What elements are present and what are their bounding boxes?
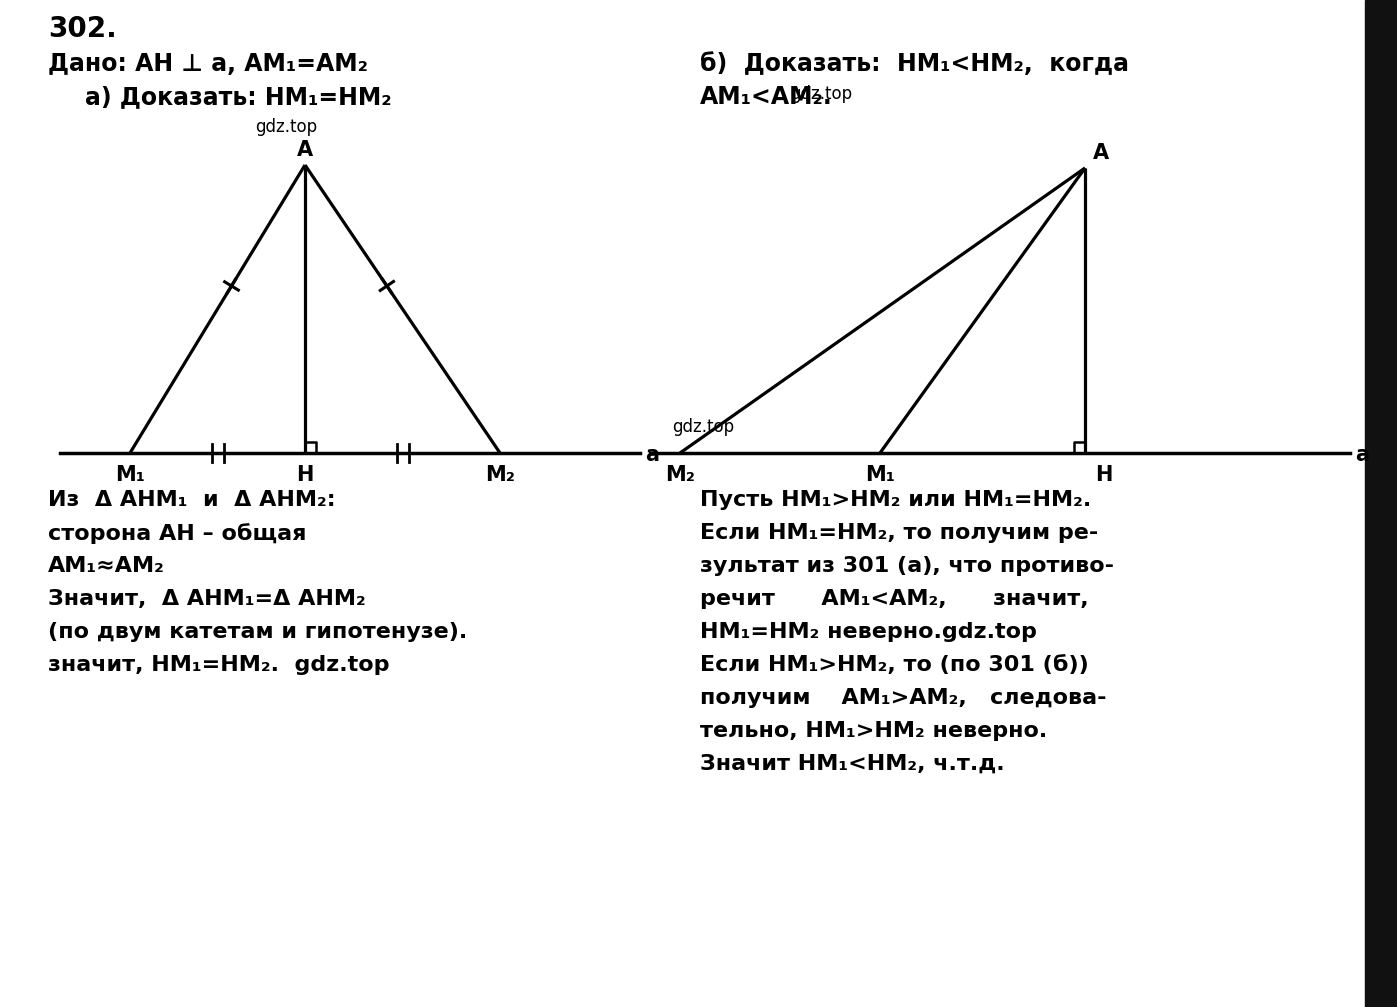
Text: тельно, НМ₁>НМ₂ неверно.: тельно, НМ₁>НМ₂ неверно. (700, 721, 1048, 741)
Text: Из  Δ АНМ₁  и  Δ АНМ₂:: Из Δ АНМ₁ и Δ АНМ₂: (47, 490, 335, 510)
Text: АМ₁≈АМ₂: АМ₁≈АМ₂ (47, 556, 165, 576)
Text: зультат из 301 (а), что противо-: зультат из 301 (а), что противо- (700, 556, 1113, 576)
Text: a: a (645, 445, 659, 465)
Text: Если НМ₁=НМ₂, то получим ре-: Если НМ₁=НМ₂, то получим ре- (700, 523, 1098, 543)
Text: НМ₁=НМ₂ неверно.gdz.top: НМ₁=НМ₂ неверно.gdz.top (700, 622, 1037, 642)
Text: 302.: 302. (47, 15, 117, 43)
Text: а) Доказать: НМ₁=НМ₂: а) Доказать: НМ₁=НМ₂ (85, 85, 391, 109)
Text: A: A (1092, 143, 1109, 163)
Text: сторона АН – общая: сторона АН – общая (47, 523, 306, 544)
Text: M₂: M₂ (485, 465, 515, 485)
Text: АМ₁<АМ₂.: АМ₁<АМ₂. (700, 85, 833, 109)
Text: H: H (1095, 465, 1112, 485)
Text: M₁: M₁ (115, 465, 145, 485)
Text: речит      АМ₁<АМ₂,      значит,: речит АМ₁<АМ₂, значит, (700, 589, 1088, 609)
Text: значит, НМ₁=НМ₂.  gdz.top: значит, НМ₁=НМ₂. gdz.top (47, 655, 390, 675)
Text: (по двум катетам и гипотенузе).: (по двум катетам и гипотенузе). (47, 622, 467, 642)
Bar (1365, 0, 1397, 1007)
Text: M₁: M₁ (865, 465, 895, 485)
Text: gdz.top: gdz.top (672, 418, 735, 436)
Text: Значит НМ₁<НМ₂, ч.т.д.: Значит НМ₁<НМ₂, ч.т.д. (700, 754, 1004, 774)
Text: Пусть НМ₁>НМ₂ или НМ₁=НМ₂.: Пусть НМ₁>НМ₂ или НМ₁=НМ₂. (700, 490, 1091, 510)
Text: gdz.top: gdz.top (789, 85, 852, 103)
Text: Значит,  Δ АНМ₁=Δ АНМ₂: Значит, Δ АНМ₁=Δ АНМ₂ (47, 589, 366, 609)
Text: Дано: АН ⊥ a, АМ₁=АМ₂: Дано: АН ⊥ a, АМ₁=АМ₂ (47, 52, 367, 76)
Text: получим    АМ₁>АМ₂,   следова-: получим АМ₁>АМ₂, следова- (700, 688, 1106, 708)
Text: б)  Доказать:  НМ₁<НМ₂,  когда: б) Доказать: НМ₁<НМ₂, когда (700, 52, 1129, 76)
Text: H: H (296, 465, 314, 485)
Text: A: A (298, 140, 313, 160)
Text: gdz.top: gdz.top (256, 118, 317, 136)
Text: a: a (1355, 445, 1369, 465)
Text: Если НМ₁>НМ₂, то (по 301 (б)): Если НМ₁>НМ₂, то (по 301 (б)) (700, 655, 1088, 675)
Text: M₂: M₂ (665, 465, 694, 485)
